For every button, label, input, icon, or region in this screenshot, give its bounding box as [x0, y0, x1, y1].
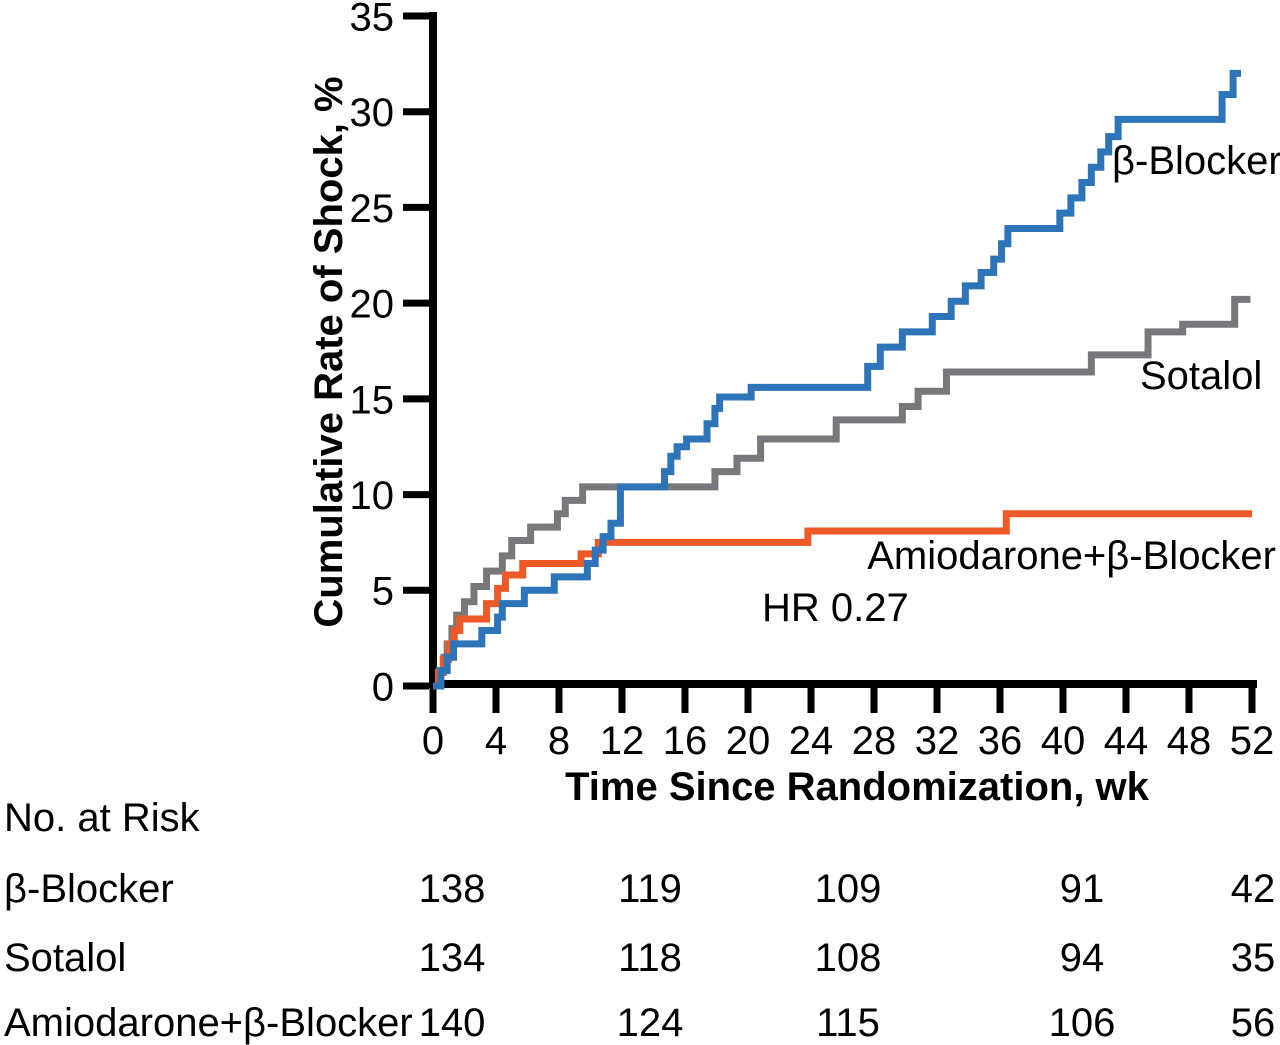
x-axis-tick-label: 16	[663, 719, 708, 763]
y-axis-tick-label: 5	[372, 570, 394, 614]
risk-count: 119	[618, 867, 682, 911]
risk-count: 108	[814, 936, 882, 980]
axis-spines	[429, 12, 1257, 688]
risk-count: 124	[616, 1001, 684, 1045]
risk-count: 140	[418, 1001, 486, 1045]
series-label-sotalol: Sotalol	[1140, 354, 1263, 398]
risk-table-row-beta-blocker: β-Blocker 138 119 109 91 42	[0, 869, 1280, 915]
risk-count: 91	[1059, 867, 1105, 911]
risk-count: 109	[814, 867, 882, 911]
series-label-amiodarone-beta-blocker: Amiodarone+β-Blocker	[867, 534, 1276, 578]
y-axis-tick-label: 10	[350, 474, 395, 518]
risk-table-row-amiodarone-beta-blocker: Amiodarone+β-Blocker 140 124 115 106 56	[0, 1003, 1280, 1045]
risk-count: 118	[618, 936, 682, 980]
x-axis-tick-label: 40	[1041, 719, 1086, 763]
risk-count: 94	[1059, 936, 1105, 980]
risk-row-label: Amiodarone+β-Blocker	[4, 1001, 413, 1045]
risk-count: 35	[1230, 936, 1276, 980]
x-axis-tick-label: 44	[1104, 719, 1149, 763]
risk-count: 138	[418, 867, 486, 911]
series-path-0	[433, 69, 1241, 690]
x-axis-tick-label: 52	[1230, 719, 1275, 763]
risk-table-title: No. at Risk	[4, 796, 200, 840]
risk-count: 115	[816, 1001, 880, 1045]
y-axis-tick-label: 30	[350, 91, 395, 135]
y-axis-title: Cumulative Rate of Shock, %	[307, 76, 351, 628]
hazard-ratio-annotation: HR 0.27	[762, 586, 909, 630]
y-axis-tick-label: 20	[350, 283, 395, 327]
x-axis-tick-label: 0	[422, 719, 444, 763]
y-axis-tick-label: 0	[372, 665, 394, 709]
risk-count: 134	[418, 936, 486, 980]
risk-table-row-sotalol: Sotalol 134 118 108 94 35	[0, 938, 1280, 984]
x-axis-tick-label: 8	[548, 719, 570, 763]
risk-count: 106	[1048, 1001, 1116, 1045]
y-axis-tick-label: 25	[350, 187, 395, 231]
y-axis-tick-label: 35	[350, 0, 395, 39]
x-axis-title: Time Since Randomization, wk	[565, 765, 1149, 809]
risk-count: 42	[1230, 867, 1276, 911]
y-axis-tick-label: 15	[350, 378, 395, 422]
x-axis-tick-label: 48	[1167, 719, 1212, 763]
series-label-beta-blocker: β-Blocker	[1112, 139, 1280, 183]
x-axis-tick-label: 36	[978, 719, 1023, 763]
risk-row-label: Sotalol	[4, 936, 127, 980]
risk-count: 56	[1230, 1001, 1276, 1045]
risk-row-label: β-Blocker	[4, 867, 174, 911]
x-axis-tick-label: 4	[485, 719, 507, 763]
x-axis-tick-label: 28	[852, 719, 897, 763]
x-axis-tick-label: 20	[726, 719, 771, 763]
x-axis-tick-label: 32	[915, 719, 960, 763]
x-axis-tick-label: 12	[600, 719, 645, 763]
x-axis-tick-label: 24	[789, 719, 834, 763]
